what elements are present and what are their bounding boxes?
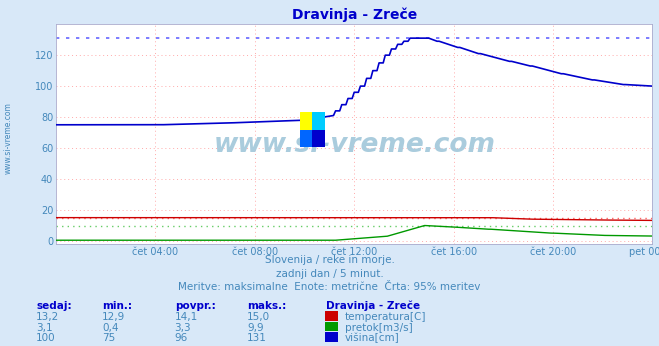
Text: 15,0: 15,0	[247, 312, 270, 322]
Text: 96: 96	[175, 333, 188, 343]
Text: povpr.:: povpr.:	[175, 301, 215, 311]
Text: 13,2: 13,2	[36, 312, 59, 322]
Text: 14,1: 14,1	[175, 312, 198, 322]
Text: Dravinja - Zreče: Dravinja - Zreče	[326, 300, 420, 311]
Text: www.si-vreme.com: www.si-vreme.com	[3, 102, 13, 174]
Text: 12,9: 12,9	[102, 312, 125, 322]
Title: Dravinja - Zreče: Dravinja - Zreče	[291, 7, 417, 22]
Text: 9,9: 9,9	[247, 323, 264, 333]
Text: 100: 100	[36, 333, 56, 343]
Text: min.:: min.:	[102, 301, 132, 311]
Text: sedaj:: sedaj:	[36, 301, 72, 311]
Text: višina[cm]: višina[cm]	[345, 333, 399, 343]
Text: 131: 131	[247, 333, 267, 343]
Text: 3,3: 3,3	[175, 323, 191, 333]
Text: maks.:: maks.:	[247, 301, 287, 311]
Text: 0,4: 0,4	[102, 323, 119, 333]
Text: Slovenija / reke in morje.: Slovenija / reke in morje.	[264, 255, 395, 265]
Text: 75: 75	[102, 333, 115, 343]
Text: www.si-vreme.com: www.si-vreme.com	[214, 132, 495, 158]
Text: temperatura[C]: temperatura[C]	[345, 312, 426, 322]
Text: 3,1: 3,1	[36, 323, 53, 333]
Text: Meritve: maksimalne  Enote: metrične  Črta: 95% meritev: Meritve: maksimalne Enote: metrične Črta…	[179, 282, 480, 292]
Text: zadnji dan / 5 minut.: zadnji dan / 5 minut.	[275, 269, 384, 279]
Text: pretok[m3/s]: pretok[m3/s]	[345, 323, 413, 333]
